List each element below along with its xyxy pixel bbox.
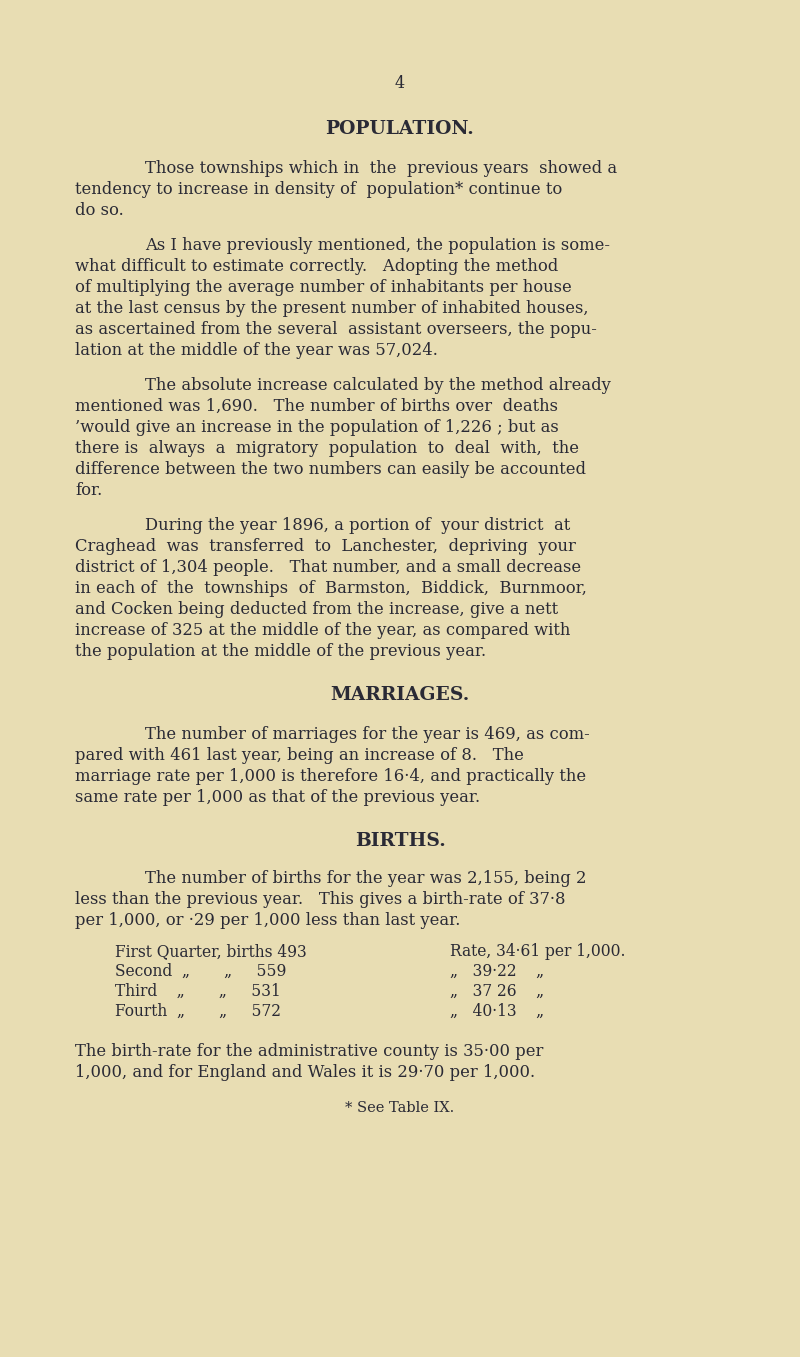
Text: mentioned was 1,690.   The number of births over  deaths: mentioned was 1,690. The number of birth… (75, 398, 558, 415)
Text: 4: 4 (395, 75, 405, 92)
Text: of multiplying the average number of inhabitants per house: of multiplying the average number of inh… (75, 280, 572, 296)
Text: 1,000, and for England and Wales it is 29·70 per 1,000.: 1,000, and for England and Wales it is 2… (75, 1064, 535, 1082)
Text: * See Table IX.: * See Table IX. (346, 1101, 454, 1115)
Text: as ascertained from the several  assistant overseers, the popu-: as ascertained from the several assistan… (75, 322, 597, 338)
Text: pared with 461 last year, being an increase of 8.   The: pared with 461 last year, being an incre… (75, 746, 524, 764)
Text: per 1,000, or ·29 per 1,000 less than last year.: per 1,000, or ·29 per 1,000 less than la… (75, 912, 460, 930)
Text: what difficult to estimate correctly.   Adopting the method: what difficult to estimate correctly. Ad… (75, 258, 558, 275)
Text: in each of  the  townships  of  Barmston,  Biddick,  Burnmoor,: in each of the townships of Barmston, Bi… (75, 579, 587, 597)
Text: same rate per 1,000 as that of the previous year.: same rate per 1,000 as that of the previ… (75, 788, 480, 806)
Text: Second  „       „     559: Second „ „ 559 (115, 963, 286, 980)
Text: The birth-rate for the administrative county is 35·00 per: The birth-rate for the administrative co… (75, 1044, 543, 1060)
Text: Rate, 34·61 per 1,000.: Rate, 34·61 per 1,000. (450, 943, 626, 959)
Text: The number of births for the year was 2,155, being 2: The number of births for the year was 2,… (145, 870, 586, 887)
Text: there is  always  a  migratory  population  to  deal  with,  the: there is always a migratory population t… (75, 440, 579, 457)
Text: less than the previous year.   This gives a birth-rate of 37·8: less than the previous year. This gives … (75, 892, 566, 908)
Text: and Cocken being deducted from the increase, give a nett: and Cocken being deducted from the incre… (75, 601, 558, 617)
Text: district of 1,304 people.   That number, and a small decrease: district of 1,304 people. That number, a… (75, 559, 581, 575)
Text: The absolute increase calculated by the method already: The absolute increase calculated by the … (145, 377, 611, 394)
Text: During the year 1896, a portion of  your district  at: During the year 1896, a portion of your … (145, 517, 570, 535)
Text: POPULATION.: POPULATION. (326, 119, 474, 138)
Text: First Quarter, births 493: First Quarter, births 493 (115, 943, 306, 959)
Text: lation at the middle of the year was 57,024.: lation at the middle of the year was 57,… (75, 342, 438, 360)
Text: „   40·13    „: „ 40·13 „ (450, 1003, 544, 1020)
Text: Fourth  „       „     572: Fourth „ „ 572 (115, 1003, 281, 1020)
Text: at the last census by the present number of inhabited houses,: at the last census by the present number… (75, 300, 589, 318)
Text: the population at the middle of the previous year.: the population at the middle of the prev… (75, 643, 486, 660)
Text: for.: for. (75, 482, 102, 499)
Text: The number of marriages for the year is 469, as com-: The number of marriages for the year is … (145, 726, 590, 744)
Text: ’would give an increase in the population of 1,226 ; but as: ’would give an increase in the populatio… (75, 419, 558, 436)
Text: Craghead  was  transferred  to  Lanchester,  depriving  your: Craghead was transferred to Lanchester, … (75, 537, 576, 555)
Text: Those townships which in  the  previous years  showed a: Those townships which in the previous ye… (145, 160, 617, 176)
Text: marriage rate per 1,000 is therefore 16·4, and practically the: marriage rate per 1,000 is therefore 16·… (75, 768, 586, 784)
Text: difference between the two numbers can easily be accounted: difference between the two numbers can e… (75, 461, 586, 478)
Text: BIRTHS.: BIRTHS. (354, 832, 446, 849)
Text: tendency to increase in density of  population* continue to: tendency to increase in density of popul… (75, 180, 562, 198)
Text: „   39·22    „: „ 39·22 „ (450, 963, 544, 980)
Text: do so.: do so. (75, 202, 124, 218)
Text: increase of 325 at the middle of the year, as compared with: increase of 325 at the middle of the yea… (75, 622, 570, 639)
Text: „   37 26    „: „ 37 26 „ (450, 982, 544, 1000)
Text: Third    „       „     531: Third „ „ 531 (115, 982, 281, 1000)
Text: As I have previously mentioned, the population is some-: As I have previously mentioned, the popu… (145, 237, 610, 254)
Text: MARRIAGES.: MARRIAGES. (330, 687, 470, 704)
